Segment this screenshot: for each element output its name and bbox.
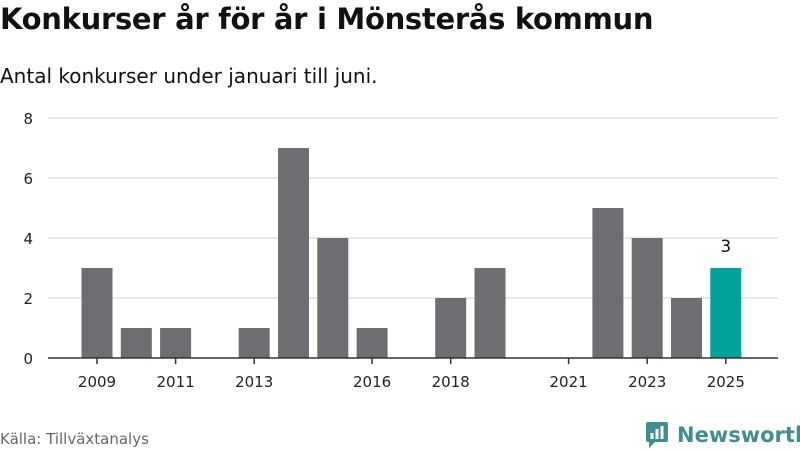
bars — [81, 148, 742, 358]
x-tick-label: 2018 — [432, 373, 470, 391]
labels: 0 2 4 6 8 2009 2011 2013 2016 2018 2021 2023 2025 3 — [23, 110, 744, 391]
newsworthy-logo-icon — [646, 422, 668, 448]
x-tick-label: 2021 — [550, 373, 588, 391]
chart-subtitle: Antal konkurser under januari till juni. — [0, 64, 378, 88]
brand-name: Newsworthy — [677, 423, 800, 447]
y-tick-label: 6 — [23, 170, 33, 188]
bar-2025 — [710, 268, 742, 358]
data-label-2025: 3 — [720, 237, 731, 257]
x-tick-label: 2023 — [628, 373, 666, 391]
bar-2019 — [474, 268, 506, 358]
bar-2010 — [120, 328, 152, 358]
bar-chart: 0 2 4 6 8 2009 2011 2013 2016 2018 2021 2023 2025 3 — [23, 110, 778, 391]
y-tick-label: 0 — [23, 350, 33, 368]
y-tick-label: 4 — [23, 230, 33, 248]
gridlines — [48, 117, 778, 299]
x-tick-label: 2009 — [78, 373, 116, 391]
chart-title: Konkurser år för år i Mönsterås kommun — [0, 2, 654, 36]
x-tick-label: 2011 — [157, 373, 195, 391]
y-tick-label: 8 — [23, 110, 33, 128]
x-tick-label: 2016 — [353, 373, 391, 391]
bar-2014 — [278, 148, 309, 358]
bar-2013 — [238, 328, 270, 358]
bar-2011 — [160, 328, 192, 358]
axes — [48, 357, 778, 364]
bar-2024 — [671, 298, 702, 358]
y-tick-label: 2 — [23, 290, 33, 308]
bar-2023 — [631, 238, 663, 358]
bar-2022 — [592, 208, 624, 358]
bar-2009 — [81, 268, 113, 358]
bar-2015 — [317, 238, 349, 358]
bar-2018 — [435, 298, 467, 358]
x-tick-label: 2025 — [707, 373, 745, 391]
x-tick-label: 2013 — [235, 373, 273, 391]
brand-logo: Newsworthy — [645, 420, 800, 450]
bar-2016 — [356, 328, 388, 358]
source-note: Källa: Tillväxtanalys — [0, 430, 149, 448]
